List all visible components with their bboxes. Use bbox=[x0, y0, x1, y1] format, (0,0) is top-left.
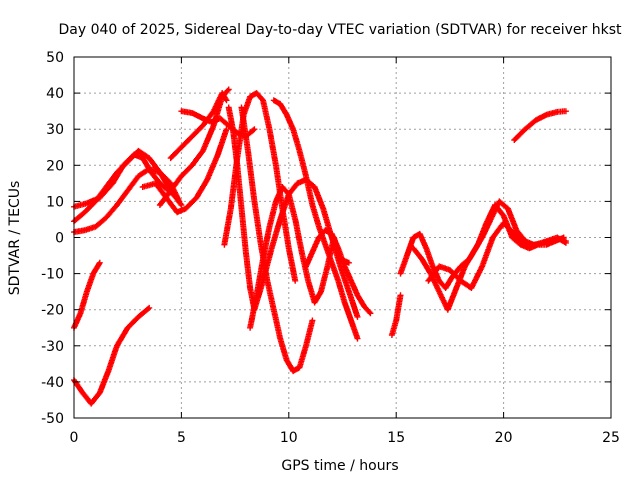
series-track-07 bbox=[156, 86, 232, 208]
x-tick-label: 15 bbox=[387, 430, 405, 446]
plus-markers bbox=[303, 227, 374, 317]
series-track-05 bbox=[71, 304, 153, 407]
plus-markers bbox=[156, 86, 232, 208]
series-track-20 bbox=[511, 108, 569, 143]
plus-markers bbox=[425, 220, 569, 291]
x-tick-label: 20 bbox=[495, 430, 513, 446]
x-axis-label: GPS time / hours bbox=[281, 458, 398, 474]
y-tick-label: -10 bbox=[41, 267, 64, 283]
plus-markers bbox=[511, 108, 569, 143]
plus-markers bbox=[397, 202, 567, 291]
x-tick-label: 0 bbox=[70, 430, 79, 446]
series-track-16 bbox=[388, 292, 404, 338]
series-track-15 bbox=[303, 227, 374, 317]
y-tick-label: -50 bbox=[41, 411, 64, 427]
x-tick-label: 25 bbox=[602, 430, 620, 446]
x-tick-label: 10 bbox=[280, 430, 298, 446]
plus-markers bbox=[247, 184, 352, 331]
y-tick-label: 20 bbox=[46, 158, 64, 174]
y-tick-label: 40 bbox=[46, 86, 64, 102]
y-tick-label: 0 bbox=[55, 231, 64, 247]
plus-markers bbox=[139, 126, 230, 216]
series-track-08 bbox=[167, 90, 230, 162]
data-marks bbox=[71, 86, 569, 407]
plus-markers bbox=[388, 292, 404, 338]
y-tick-label: -40 bbox=[41, 375, 64, 391]
series-track-06 bbox=[139, 126, 230, 216]
plus-markers bbox=[71, 304, 153, 407]
gridlines bbox=[74, 57, 611, 418]
y-tick-label: -30 bbox=[41, 339, 64, 355]
series-track-14 bbox=[247, 184, 352, 331]
axes: 0 5 10 15 20 25 -50 -40 -30 -20 -10 0 10 20 30 40 50 bbox=[41, 50, 620, 446]
y-tick-label: 10 bbox=[46, 194, 64, 210]
y-axis-label: SDTVAR / TECUs bbox=[7, 181, 23, 296]
series-track-04 bbox=[71, 259, 103, 331]
y-tick-label: 50 bbox=[46, 50, 64, 66]
series-track-11 bbox=[221, 90, 299, 284]
y-tick-label: 30 bbox=[46, 122, 64, 138]
plus-markers bbox=[221, 90, 299, 284]
y-tick-label: -20 bbox=[41, 303, 64, 319]
chart-title: Day 040 of 2025, Sidereal Day-to-day VTE… bbox=[59, 22, 622, 38]
x-tick-label: 5 bbox=[177, 430, 186, 446]
series-track-19 bbox=[425, 220, 569, 291]
series-track-17 bbox=[397, 202, 567, 291]
plus-markers bbox=[71, 259, 103, 331]
plus-markers bbox=[167, 90, 230, 162]
